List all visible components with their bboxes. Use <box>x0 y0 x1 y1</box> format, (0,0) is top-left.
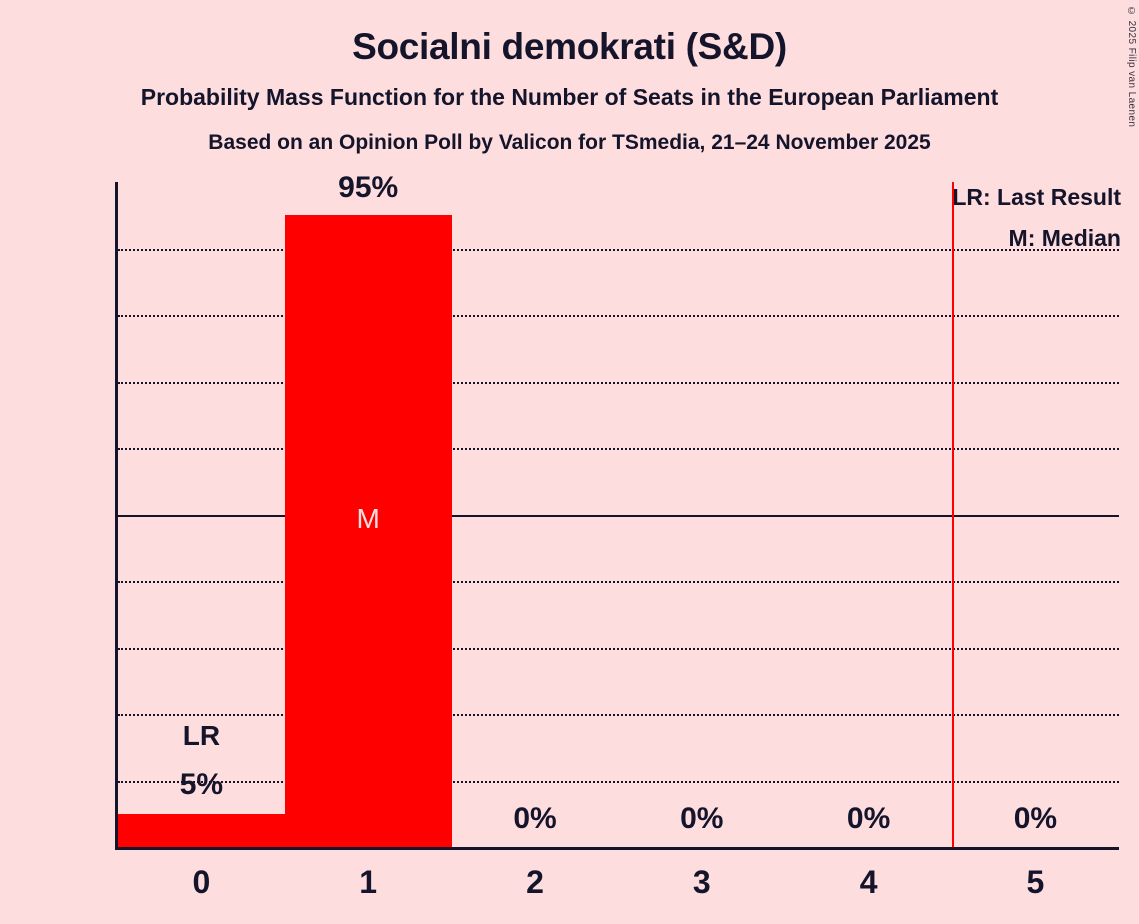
gridline-30 <box>118 647 1119 650</box>
chart-source-line: Based on an Opinion Poll by Valicon for … <box>208 131 931 154</box>
plot-area: 50% LR 5% 95% M 0% 0% 0% <box>115 173 1119 850</box>
chart-legend: LR: Last Result M: Median <box>952 186 1121 250</box>
gridline-90 <box>118 248 1119 251</box>
x-tick-label-1: 1 <box>359 864 378 900</box>
median-marker-1: M <box>356 503 380 534</box>
last-result-line-legend-overlap <box>952 186 954 236</box>
bar-value-1: 95% <box>338 171 399 204</box>
gridline-80 <box>118 315 1119 317</box>
bar-column-2[interactable]: 0% <box>452 182 619 847</box>
chart-header: Socialni demokrati (S&D) Probability Mas… <box>0 0 1139 153</box>
gridline-60 <box>118 448 1119 450</box>
x-tick-label-2: 2 <box>526 864 544 900</box>
bar-value-3: 0% <box>680 802 724 835</box>
x-tick-label-4: 4 <box>859 864 878 900</box>
last-result-line <box>952 182 954 847</box>
x-tick-label-0: 0 <box>192 864 211 900</box>
bar-value-2: 0% <box>513 802 557 835</box>
bar-column-3[interactable]: 0% <box>618 182 785 847</box>
gridline-20 <box>118 714 1119 716</box>
bar-column-5[interactable]: 0% <box>952 182 1119 847</box>
gridline-50 <box>118 514 1119 517</box>
last-result-marker-0: LR <box>182 720 221 751</box>
x-axis-tick-labels: 0 1 2 3 4 5 <box>118 866 1119 916</box>
legend-item-median: M: Median <box>1008 225 1121 251</box>
gridline-70 <box>118 381 1119 384</box>
bar-column-1[interactable]: 95% M <box>284 173 452 847</box>
copyright-notice: © 2025 Filip van Laenen <box>1126 6 1137 128</box>
bar-column-0[interactable]: LR 5% <box>118 182 285 847</box>
x-axis-line <box>115 847 1119 850</box>
x-tick-label-5: 5 <box>1026 864 1045 900</box>
chart-subtitle: Probability Mass Function for the Number… <box>140 84 999 110</box>
bar-value-5: 0% <box>1013 802 1058 835</box>
bar-0[interactable] <box>118 813 285 847</box>
bar-value-4: 0% <box>846 802 891 835</box>
bar-1[interactable] <box>284 215 452 847</box>
x-tick-label-3: 3 <box>692 864 711 900</box>
gridline-40 <box>118 581 1119 583</box>
bar-value-0: 5% <box>179 768 224 801</box>
y-axis-line <box>115 182 118 847</box>
page-title: Socialni demokrati (S&D) <box>352 26 787 67</box>
legend-item-last-result: LR: Last Result <box>952 184 1121 210</box>
gridline-10 <box>118 780 1119 783</box>
bar-series: LR 5% 95% M 0% 0% 0% 0% <box>118 173 1119 847</box>
bar-column-4[interactable]: 0% <box>785 182 952 847</box>
